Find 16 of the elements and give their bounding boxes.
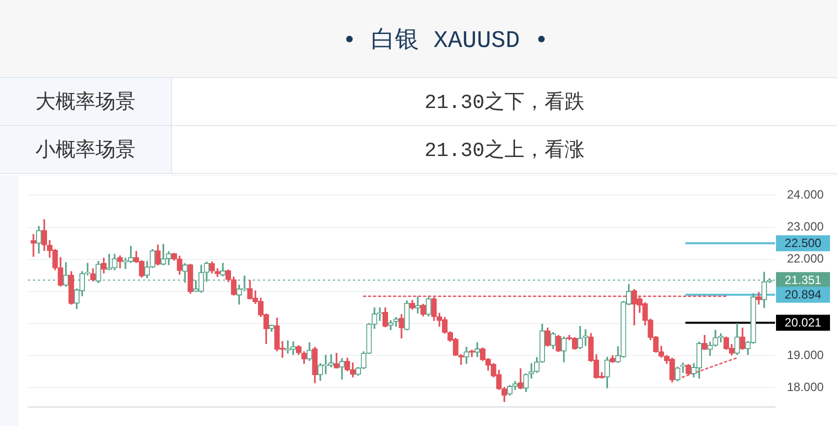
candlestick: [30, 234, 36, 257]
y-tick-label: 23.000: [787, 220, 824, 234]
ref-line-label: 21.351: [784, 272, 822, 287]
ref-line-label: 22.500: [784, 236, 822, 250]
text: 21.30之上，看涨: [172, 126, 837, 174]
candlestick: [84, 262, 90, 276]
text: 大概率场景: [0, 78, 172, 126]
chart-title: • 白银 XAUUSD •: [0, 0, 837, 78]
y-tick-label: 24.000: [787, 188, 824, 202]
text: 小概率场景: [0, 126, 172, 174]
ref-line-label: 20.021: [784, 316, 822, 330]
y-tick-label: 19.000: [787, 348, 824, 362]
y-tick-label: 22.000: [787, 252, 824, 266]
y-tick-label: 18.000: [787, 380, 824, 394]
ref-line-label: 20.894: [784, 288, 822, 302]
text: 21.30之下，看跌: [172, 78, 837, 126]
